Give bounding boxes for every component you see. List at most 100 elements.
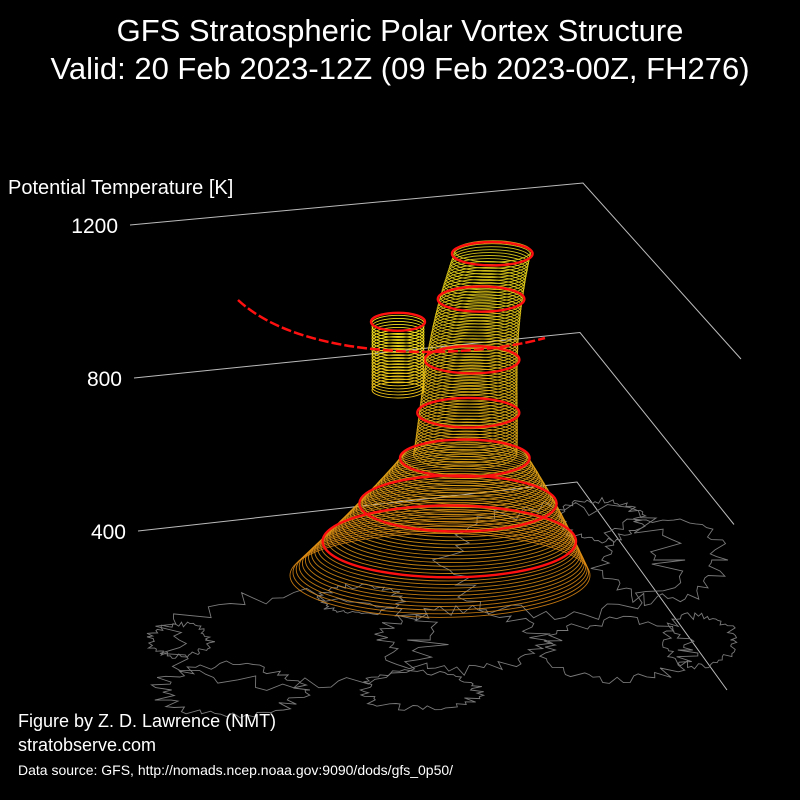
vortex-edge-520	[358, 474, 558, 533]
lobe2-ring-924	[371, 342, 425, 360]
coastline-9	[146, 621, 215, 659]
vortex-ring-386	[311, 516, 581, 593]
vortex-ring-1098	[443, 272, 526, 297]
vortex-ring-538	[367, 470, 552, 523]
lobe2-ring-988	[371, 317, 425, 335]
lobe2-ring-876	[371, 360, 425, 378]
vortex-ring-1154	[450, 252, 529, 275]
coastline-1	[374, 604, 554, 676]
lobe2-ring-916	[371, 345, 425, 363]
vortex-ring-818	[421, 376, 518, 405]
vortex-ring-794	[420, 385, 518, 414]
lobe2-ring-844	[371, 372, 425, 390]
lobe2-ring-908	[371, 348, 425, 366]
lobe2-ring-940	[371, 336, 425, 353]
vortex-ring-1114	[445, 267, 527, 291]
axes-frame	[129, 182, 742, 691]
vortex-ring-778	[419, 391, 518, 420]
vortex-ring-690	[415, 424, 518, 454]
credit-site: stratobserve.com	[18, 735, 157, 755]
vortex-ring-402	[317, 511, 578, 585]
lobe2-ring-972	[371, 323, 425, 341]
vortex-ring-1138	[448, 258, 528, 282]
vortex-ring-1162	[451, 249, 530, 272]
lobe2-ring-980	[371, 320, 425, 338]
vortex-ring-1106	[444, 270, 526, 294]
lobe2-ring-892	[371, 354, 425, 372]
lobe2-ring-964	[371, 326, 425, 344]
vortex-ring-698	[415, 421, 518, 451]
vortex-edge-1060	[436, 285, 526, 313]
z-tick-label-400: 400	[91, 521, 126, 544]
vortex-ring-370	[304, 520, 584, 600]
vortex-ring-1042	[437, 293, 522, 319]
lobe2-ring-836	[371, 375, 425, 393]
z-axis-label: Potential Temperature [K]	[8, 177, 233, 199]
vortex-ring-378	[308, 518, 582, 596]
lobe2-ring-852	[371, 369, 425, 387]
vortex-ring-1146	[449, 255, 529, 278]
chart-subtitle: Valid: 20 Feb 2023-12Z (09 Feb 2023-00Z,…	[50, 51, 750, 86]
coastline-10	[662, 612, 738, 670]
vortex-ring-1002	[433, 308, 521, 334]
vortex-ring-330	[289, 532, 591, 618]
vortex-ring-1034	[436, 296, 522, 322]
vortex-ring-434	[329, 501, 572, 571]
vortex-ring-362	[301, 523, 585, 604]
vortex-ring-802	[420, 382, 518, 411]
vortex-ring-986	[432, 314, 520, 340]
vortex-ring-658	[413, 436, 518, 467]
vortex-ring-394	[314, 513, 580, 589]
grid-level-800	[133, 331, 735, 525]
coastline-4	[150, 660, 311, 719]
vortex-ring-874	[424, 356, 518, 383]
lobe2-ring-860	[371, 366, 425, 384]
vortex-edge-420	[321, 504, 578, 579]
vortex-ring-866	[424, 359, 518, 386]
coastline-0	[155, 587, 449, 691]
vortex-edge-640	[398, 438, 531, 478]
lobe2-ring-932	[371, 339, 425, 357]
lobe2-ring-884	[371, 357, 425, 375]
lobe2-ring-820	[371, 381, 425, 399]
z-tick-label-1200: 1200	[71, 215, 118, 238]
vortex-ring-530	[364, 472, 553, 527]
lobe2-ring-828	[371, 378, 425, 396]
vortex-ring-346	[295, 528, 588, 611]
z-tick-label-800: 800	[87, 368, 122, 391]
credit-data-source: Data source: GFS, http://nomads.ncep.noa…	[18, 762, 454, 778]
chart-title: GFS Stratospheric Polar Vortex Structure	[116, 13, 684, 48]
coastline-3	[590, 518, 729, 607]
vortex-ring-594	[386, 453, 539, 498]
vortex-ring-498	[353, 482, 560, 542]
coastline-2	[431, 500, 686, 620]
vortex-ring-882	[425, 353, 518, 380]
vortex-ring-354	[298, 525, 587, 607]
credit-author: Figure by Z. D. Lawrence (NMT)	[18, 711, 277, 731]
vortex-ring-570	[378, 461, 545, 509]
z-tick-labels: 400 800 1200	[71, 215, 126, 544]
vortex-ring-506	[355, 480, 558, 538]
vortex-ring-706	[416, 418, 518, 448]
vortex-isosurface	[237, 240, 591, 618]
vortex-ring-626	[396, 444, 532, 483]
vortex-ring-1082	[441, 278, 525, 303]
vortex-edge-1180	[450, 240, 534, 267]
vortex-ring-1026	[435, 299, 522, 325]
coastline-5	[359, 669, 486, 711]
lobe2-ring-868	[371, 363, 425, 381]
vortex-ring-1090	[442, 275, 525, 300]
vortex-edge-760	[416, 396, 521, 429]
coastline-6	[538, 615, 699, 684]
vortex-ring-482	[347, 487, 563, 549]
lobe2-edge	[369, 311, 427, 332]
vortex-ring-602	[389, 451, 538, 494]
vortex-ring-1130	[447, 261, 528, 285]
lobe2-ring-948	[371, 333, 425, 350]
grid-level-400	[137, 481, 728, 691]
vortex-ring-610	[391, 449, 536, 490]
grid-level-1200	[129, 182, 742, 360]
vortex-ring-1010	[434, 305, 521, 331]
vortex-upper-arc	[237, 299, 546, 354]
